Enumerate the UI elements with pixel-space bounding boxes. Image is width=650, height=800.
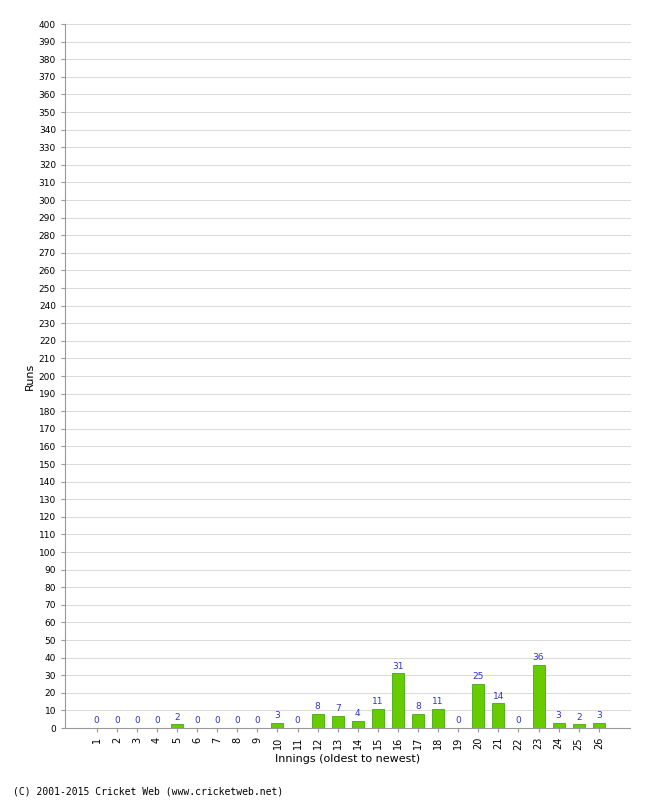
Text: 3: 3	[596, 711, 602, 720]
Text: 0: 0	[134, 716, 140, 726]
Text: 2: 2	[576, 713, 582, 722]
Bar	[573, 725, 585, 728]
Text: 0: 0	[515, 716, 521, 726]
Bar	[171, 725, 183, 728]
Bar	[473, 684, 484, 728]
Text: 11: 11	[432, 697, 444, 706]
Text: 0: 0	[235, 716, 240, 726]
Bar	[492, 703, 504, 728]
Bar	[332, 716, 344, 728]
X-axis label: Innings (oldest to newest): Innings (oldest to newest)	[275, 754, 421, 764]
Text: 0: 0	[455, 716, 461, 726]
Text: 7: 7	[335, 704, 341, 713]
Bar	[392, 674, 404, 728]
Text: 11: 11	[372, 697, 383, 706]
Text: 8: 8	[415, 702, 421, 711]
Text: 0: 0	[114, 716, 120, 726]
Text: 0: 0	[154, 716, 160, 726]
Bar	[532, 665, 545, 728]
Bar	[552, 722, 565, 728]
Text: 25: 25	[473, 672, 484, 682]
Text: 0: 0	[94, 716, 99, 726]
Bar	[311, 714, 324, 728]
Text: 14: 14	[493, 692, 504, 701]
Y-axis label: Runs: Runs	[25, 362, 34, 390]
Text: 8: 8	[315, 702, 320, 711]
Bar	[593, 722, 605, 728]
Text: 36: 36	[533, 653, 544, 662]
Text: 0: 0	[294, 716, 300, 726]
Bar	[412, 714, 424, 728]
Text: 0: 0	[255, 716, 260, 726]
Text: 3: 3	[274, 711, 280, 720]
Bar	[432, 709, 444, 728]
Text: 31: 31	[392, 662, 404, 670]
Text: (C) 2001-2015 Cricket Web (www.cricketweb.net): (C) 2001-2015 Cricket Web (www.cricketwe…	[13, 786, 283, 796]
Bar	[372, 709, 384, 728]
Text: 0: 0	[214, 716, 220, 726]
Text: 2: 2	[174, 713, 180, 722]
Text: 0: 0	[194, 716, 200, 726]
Bar	[272, 722, 283, 728]
Bar	[352, 721, 364, 728]
Text: 4: 4	[355, 710, 361, 718]
Text: 3: 3	[556, 711, 562, 720]
